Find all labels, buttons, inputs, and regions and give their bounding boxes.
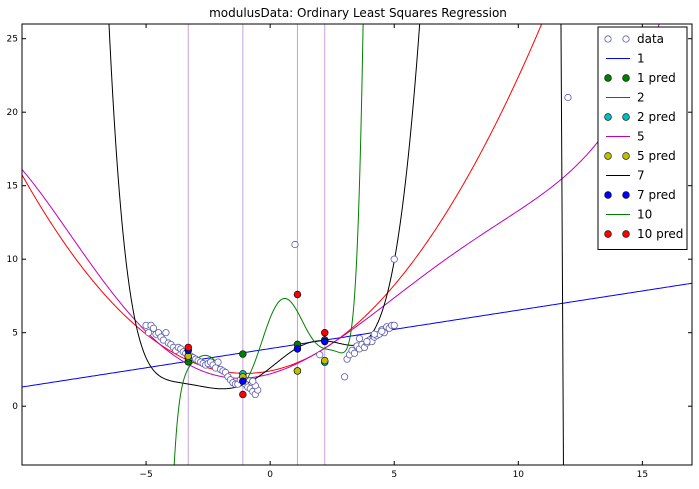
data-point <box>316 351 324 359</box>
prediction-point <box>293 367 302 375</box>
legend-label: 5 <box>637 130 645 144</box>
y-tick-label: 20 <box>7 108 19 118</box>
data-point <box>390 255 398 263</box>
legend-marker <box>604 35 612 43</box>
data-point <box>340 373 349 381</box>
prediction-point <box>239 377 247 385</box>
legend-marker <box>622 152 630 160</box>
prediction-point <box>321 356 329 365</box>
prediction-point <box>293 290 302 299</box>
x-tick-label: 0 <box>267 470 273 480</box>
data-point <box>249 377 257 385</box>
legend-label: 10 pred <box>637 227 683 241</box>
legend-label: 7 <box>637 169 645 183</box>
prediction-point <box>321 337 329 346</box>
plot-frame <box>21 23 693 466</box>
legend-marker <box>604 230 612 238</box>
data-point <box>291 240 299 249</box>
data-point <box>144 329 153 337</box>
x-tick-label: 10 <box>513 470 525 480</box>
data-point <box>370 330 378 338</box>
curve-degree-5 <box>22 24 660 379</box>
chart-title: modulusData: Ordinary Least Squares Regr… <box>209 6 507 20</box>
legend-marker <box>622 230 630 238</box>
prediction-point <box>184 343 192 352</box>
prediction-point <box>293 345 302 353</box>
legend-marker <box>622 35 630 43</box>
x-tick-label: 15 <box>637 470 648 480</box>
legend-marker <box>604 191 612 199</box>
legend-box <box>597 26 688 250</box>
data-point <box>162 329 170 337</box>
legend-label: 7 pred <box>637 188 676 202</box>
data-point <box>390 321 398 329</box>
y-tick-label: 5 <box>12 329 18 339</box>
curve-degree-1 <box>22 282 692 388</box>
legend-marker <box>622 191 630 199</box>
x-tick-label: −5 <box>139 470 152 480</box>
legend: data 1 1 pred 2 2 pred 5 5 pred 7 7 pred 10 10 pre… <box>597 26 688 250</box>
legend-label: 1 pred <box>637 71 676 85</box>
plot-border <box>21 23 693 466</box>
legend-marker <box>604 74 612 82</box>
prediction-point <box>321 329 329 337</box>
legend-marker <box>604 113 612 121</box>
legend-label: 1 <box>637 52 645 66</box>
legend-label: 2 pred <box>637 110 676 124</box>
legend-marker <box>622 74 630 82</box>
data-point <box>378 327 386 335</box>
curve-degree-10 <box>173 24 364 465</box>
y-tick-label: 25 <box>7 35 18 45</box>
legend-label: 2 <box>637 91 645 105</box>
data-point <box>149 324 158 332</box>
data-point <box>350 349 359 357</box>
y-tick-label: 0 <box>12 402 18 412</box>
prediction-point <box>239 350 247 358</box>
data-points <box>142 93 572 399</box>
prediction-point <box>239 390 247 399</box>
legend-label: 10 <box>637 208 652 222</box>
y-tick-label: 15 <box>7 182 18 192</box>
data-point <box>355 334 364 343</box>
legend-label: 5 pred <box>637 149 676 163</box>
curve-degree-2 <box>22 24 543 374</box>
x-tick-label: 5 <box>391 470 397 480</box>
data-point <box>363 337 371 346</box>
data-point <box>564 93 572 102</box>
legend-marker <box>622 113 630 121</box>
data-point <box>214 358 222 366</box>
legend-label: data <box>637 32 664 46</box>
legend-marker <box>604 152 612 160</box>
y-tick-label: 10 <box>7 255 19 265</box>
